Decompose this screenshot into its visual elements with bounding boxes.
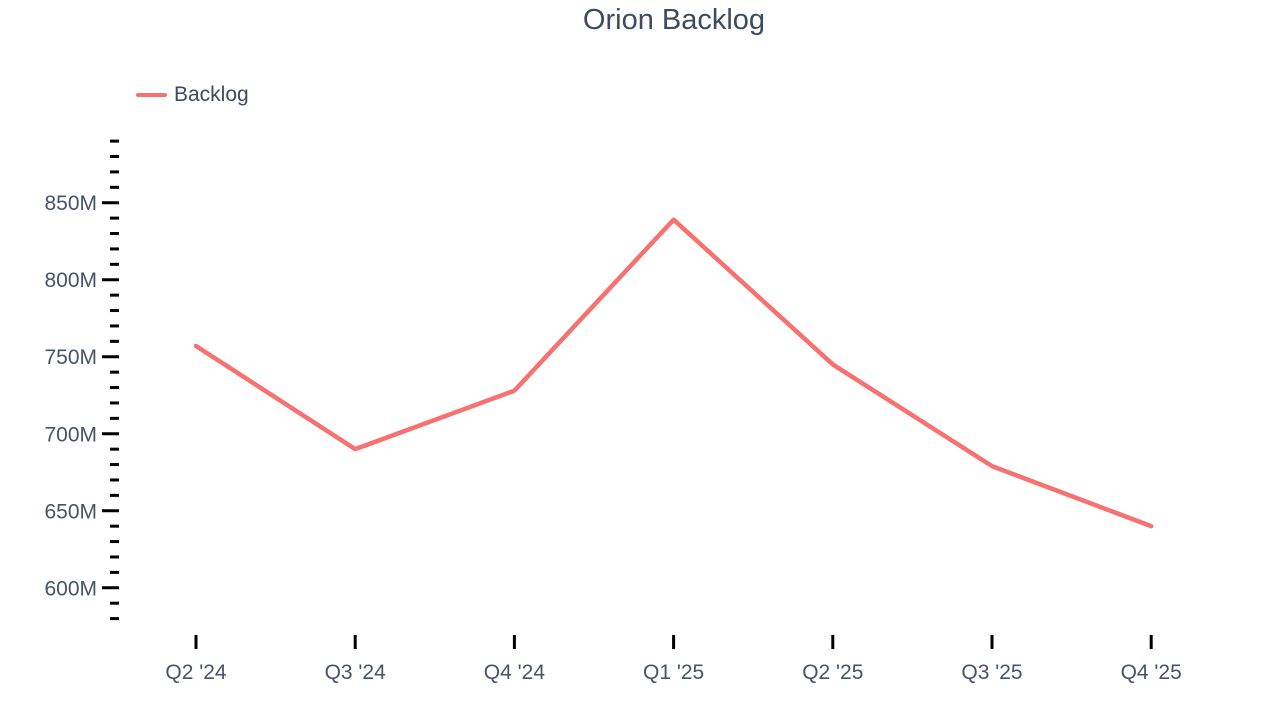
x-axis-tick-label: Q3 '24 xyxy=(325,661,387,684)
x-axis-tick-label: Q2 '24 xyxy=(165,661,227,684)
legend-line-swatch xyxy=(136,93,167,97)
x-axis-tick-label: Q4 '25 xyxy=(1121,661,1182,684)
x-axis-tick-label: Q3 '25 xyxy=(961,661,1022,684)
legend-label: Backlog xyxy=(174,83,249,106)
y-axis-tick-label: 650M xyxy=(44,500,97,523)
series-line-backlog[interactable] xyxy=(193,217,1154,529)
y-axis-tick-label: 850M xyxy=(44,192,97,215)
x-axis-tick-label: Q4 '24 xyxy=(484,661,546,684)
y-axis-tick-label: 700M xyxy=(44,423,97,446)
chart-title: Orion Backlog xyxy=(582,4,766,36)
y-axis-tick-label: 800M xyxy=(44,269,97,292)
y-axis-tick-label: 750M xyxy=(44,346,97,369)
legend-item-backlog[interactable]: Backlog xyxy=(136,83,249,107)
x-axis-tick-label: Q1 '25 xyxy=(643,661,704,684)
x-axis-tick-label: Q2 '25 xyxy=(802,661,863,684)
y-axis-tick-label: 600M xyxy=(44,577,97,600)
